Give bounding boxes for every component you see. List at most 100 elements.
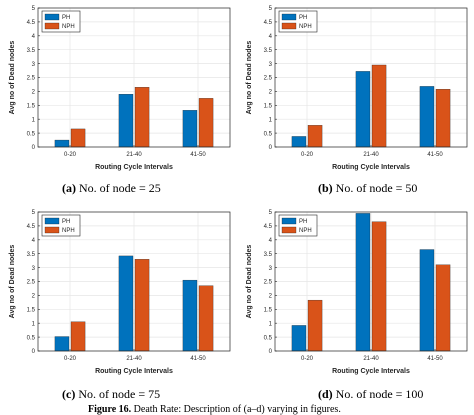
- bar-ph-41-50: [182, 110, 198, 148]
- legend-label-nph: NPH: [62, 24, 75, 30]
- y-tick-label: 2: [32, 90, 36, 96]
- y-axis-label: Avg no of Dead nodes: [246, 245, 253, 319]
- y-tick-label: 3.5: [264, 48, 273, 54]
- bar-nph-0-20: [307, 299, 323, 352]
- bar-ph-21-40: [118, 94, 134, 148]
- x-tick-label: 0-20: [64, 356, 77, 362]
- legend-swatch-ph: [44, 13, 60, 21]
- legend-label-ph: PH: [299, 15, 307, 21]
- legend-label-nph: NPH: [299, 24, 312, 30]
- y-axis-label: Avg no of Dead nodes: [9, 41, 16, 115]
- y-tick-label: 1.5: [264, 104, 273, 110]
- bar-ph-41-50: [419, 86, 435, 148]
- y-tick-label: 3: [269, 266, 273, 272]
- x-tick-label: 0-20: [64, 152, 77, 158]
- chart-svg-b: 0 0.5 1 1.5 2 2.5 3 3.5 4 4.5 5 0-20 21-40 41-50 Routi…: [246, 6, 468, 171]
- y-tick-label: 2.5: [264, 76, 273, 82]
- legend: PH NPH: [41, 214, 81, 237]
- chart-panel-b: 0 0.5 1 1.5 2 2.5 3 3.5 4 4.5 5 0-20 21-40 41-50 Routi…: [237, 0, 474, 200]
- y-tick-label: 2.5: [264, 280, 273, 286]
- bar-nph-0-20: [70, 128, 86, 148]
- legend: PH NPH: [278, 214, 318, 237]
- bar-nph-21-40: [371, 64, 387, 148]
- bar-ph-21-40: [355, 213, 371, 352]
- y-axis-label: Avg no of Dead nodes: [246, 41, 253, 115]
- caption-a-text: No. of node = 25: [79, 181, 161, 195]
- legend-swatch-nph: [281, 22, 297, 30]
- axes-box: [274, 7, 468, 148]
- y-tick-label: 1: [32, 117, 36, 123]
- y-tick-label: 1.5: [264, 308, 273, 314]
- caption-b-text: No. of node = 50: [335, 181, 418, 195]
- bar-ph-21-40: [355, 71, 371, 148]
- legend-label-nph: NPH: [62, 228, 75, 234]
- y-tick-label: 3.5: [27, 252, 36, 258]
- y-tick-label: 0.5: [27, 131, 36, 137]
- chart-svg-a: 0 0.5 1 1.5 2 2.5 3 3.5 4 4.5 5 0-20 21-40 41-50 Routi…: [9, 6, 231, 171]
- bar-nph-41-50: [435, 89, 451, 148]
- caption-c: (c) No. of node = 75: [62, 387, 160, 402]
- bar-ph-21-40: [118, 255, 134, 352]
- x-tick-label: 21-40: [363, 152, 379, 158]
- chart-panel-c: 0 0.5 1 1.5 2 2.5 3 3.5 4 4.5 5 0-20 21-40 41-50 Routi…: [0, 204, 237, 404]
- y-tick-label: 3: [269, 62, 273, 68]
- bar-nph-21-40: [134, 87, 150, 148]
- legend-label-ph: PH: [299, 219, 307, 225]
- y-tick-label: 1: [269, 321, 273, 327]
- y-tick-label: 2: [269, 294, 273, 300]
- legend: PH NPH: [278, 10, 318, 33]
- chart-panel-d: 0 0.5 1 1.5 2 2.5 3 3.5 4 4.5 5 0-20 21-40 41-50 Routi…: [237, 204, 474, 404]
- y-tick-label: 4: [269, 34, 273, 40]
- y-tick-label: 5: [32, 6, 36, 12]
- x-tick-label: 21-40: [126, 356, 142, 362]
- bar-nph-41-50: [198, 285, 214, 352]
- y-tick-label: 5: [269, 210, 273, 216]
- y-tick-label: 2: [32, 294, 36, 300]
- y-tick-label: 4: [32, 34, 36, 40]
- caption-b: (b) No. of node = 50: [318, 181, 417, 196]
- bar-nph-21-40: [134, 259, 150, 352]
- y-tick-label: 0.5: [264, 335, 273, 341]
- bar-ph-0-20: [291, 136, 307, 148]
- y-tick-label: 2.5: [27, 280, 36, 286]
- bar-nph-0-20: [70, 321, 86, 352]
- y-tick-label: 0: [269, 349, 273, 355]
- y-tick-label: 3: [32, 62, 36, 68]
- x-tick-label: 0-20: [301, 356, 314, 362]
- chart-svg-c: 0 0.5 1 1.5 2 2.5 3 3.5 4 4.5 5 0-20 21-40 41-50 Routi…: [9, 210, 231, 375]
- bar-ph-0-20: [54, 336, 70, 352]
- y-axis-label: Avg no of Dead nodes: [9, 245, 16, 319]
- x-tick-label: 41-50: [190, 152, 206, 158]
- caption-a: (a) No. of node = 25: [62, 181, 161, 196]
- y-tick-label: 2.5: [27, 76, 36, 82]
- x-tick-label: 41-50: [427, 356, 443, 362]
- y-tick-label: 3: [32, 266, 36, 272]
- axes-box: [37, 7, 231, 148]
- y-tick-label: 4.5: [264, 20, 273, 26]
- bar-nph-21-40: [371, 221, 387, 352]
- bar-ph-41-50: [419, 249, 435, 352]
- y-tick-label: 4.5: [27, 20, 36, 26]
- x-tick-label: 41-50: [427, 152, 443, 158]
- legend-swatch-ph: [281, 217, 297, 225]
- x-tick-label: 41-50: [190, 356, 206, 362]
- legend-swatch-nph: [44, 226, 60, 234]
- x-tick-label: 21-40: [363, 356, 379, 362]
- y-tick-label: 4: [269, 238, 273, 244]
- x-axis-label: Routing Cycle Intervals: [332, 164, 410, 171]
- legend-swatch-nph: [281, 226, 297, 234]
- y-tick-label: 0.5: [264, 131, 273, 137]
- bar-ph-0-20: [54, 139, 70, 148]
- y-tick-label: 3.5: [264, 252, 273, 258]
- caption-d: (d) No. of node = 100: [318, 387, 423, 402]
- y-tick-label: 0: [32, 145, 36, 151]
- y-tick-label: 1.5: [27, 104, 36, 110]
- y-tick-label: 0: [32, 349, 36, 355]
- figure-footer: Figure 16. Death Rate: Description of (a…: [88, 404, 341, 415]
- axes-box: [37, 211, 231, 352]
- figure-footer-text: Death Rate: Description of (a–d) varying…: [133, 404, 341, 415]
- y-tick-label: 4.5: [27, 224, 36, 230]
- y-tick-label: 0: [269, 145, 273, 151]
- x-axis-label: Routing Cycle Intervals: [95, 164, 173, 171]
- y-tick-label: 5: [269, 6, 273, 12]
